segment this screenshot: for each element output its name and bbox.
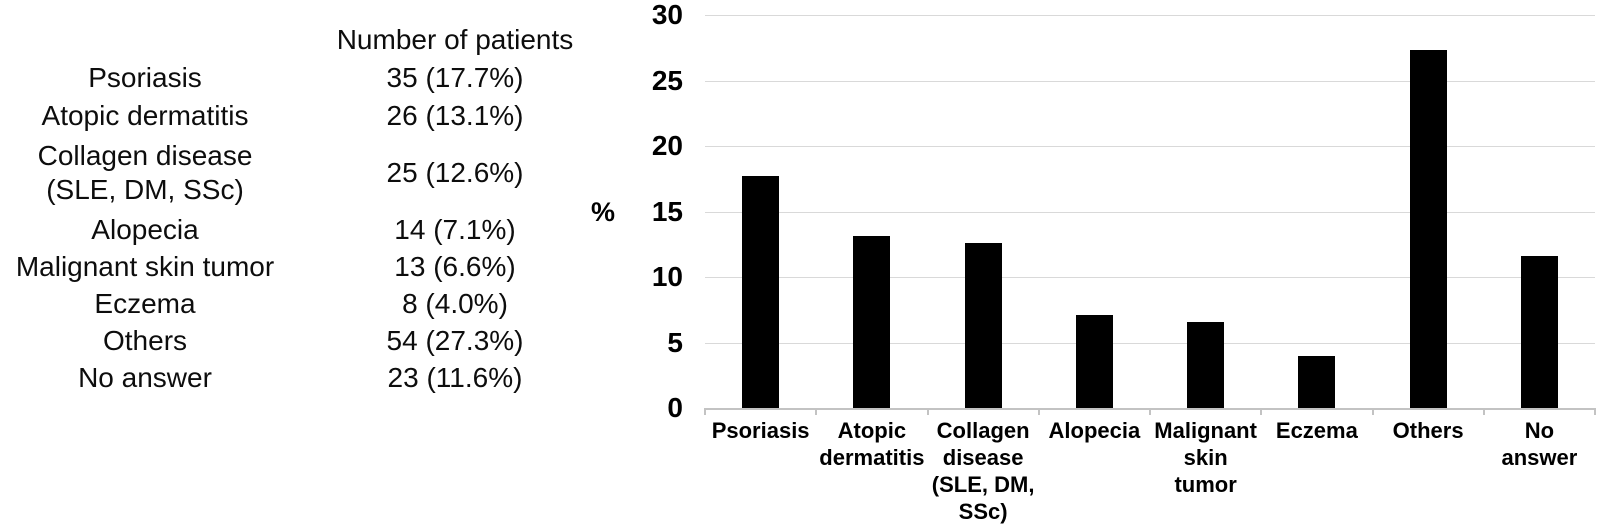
row-label: Psoriasis [88, 62, 202, 94]
y-axis-tick-label: 15 [651, 195, 683, 227]
row-label: Malignant skin tumor [15, 250, 275, 282]
x-category-label: Atopic dermatitis [819, 418, 925, 470]
bar-atopic [853, 236, 891, 408]
row-label: Alopecia [91, 213, 199, 245]
table-header-row: Number of patients [0, 21, 620, 59]
x-axis-tick [1371, 408, 1374, 415]
patient-count-table: Number of patients Psoriasis 35 (17.7%) Ato… [0, 21, 620, 397]
row-label: Collagen disease (SLE, DM, SSc) [37, 140, 253, 205]
gridline-20 [705, 146, 1595, 147]
row-value: 54 (27.3%) [386, 324, 524, 356]
x-axis-tick [926, 408, 929, 415]
x-axis-tick [1594, 408, 1596, 415]
table-row: Others 54 (27.3%) [0, 322, 620, 359]
bar-no [1520, 256, 1558, 408]
row-label [0, 21, 290, 59]
x-category-label: Alopecia [1048, 418, 1141, 443]
row-value: 23 (11.6%) [387, 362, 523, 394]
y-axis-tick-label: 5 [667, 326, 683, 358]
bar-psoriasis [742, 176, 780, 408]
bar-collagen [964, 242, 1002, 408]
table-row: Malignant skin tumor 13 (6.6%) [0, 248, 620, 285]
y-axis-title: % [590, 197, 615, 227]
table-row: Atopic dermatitis 26 (13.1%) [0, 97, 620, 135]
row-value: 8 (4.0%) [402, 287, 508, 319]
table-row: Psoriasis 35 (17.7%) [0, 59, 620, 97]
row-label: No answer [78, 362, 212, 394]
y-axis-tick-label: 10 [651, 261, 683, 292]
x-category-label: No answer [1501, 418, 1578, 470]
x-category-label: Psoriasis [711, 418, 810, 443]
gridline-30 [705, 15, 1595, 16]
row-label: Atopic dermatitis [41, 100, 249, 132]
table-row: Collagen disease (SLE, DM, SSc) 25 (12.6%… [0, 135, 620, 211]
bar-alopecia [1075, 315, 1113, 408]
table-row: Alopecia 14 (7.1%) [0, 211, 620, 248]
row-label: Others [102, 324, 188, 356]
y-axis-tick-label: 30 [651, 0, 683, 30]
row-value: 25 (12.6%) [386, 157, 524, 189]
gridline-10 [705, 277, 1595, 278]
bar-chart-plot-area [704, 15, 1596, 415]
x-axis-tick [1482, 408, 1485, 415]
bar-eczema [1298, 355, 1336, 408]
x-axis-tick [704, 408, 706, 415]
table-header: Number of patients [336, 24, 574, 56]
table-row: Eczema 8 (4.0%) [0, 285, 620, 322]
row-value: 14 (7.1%) [394, 213, 516, 245]
y-axis-tick-label: 0 [667, 392, 683, 423]
x-category-label: Others [1392, 418, 1464, 443]
bar-malignant [1187, 321, 1225, 408]
bar-others [1409, 50, 1447, 408]
row-label: Eczema [94, 287, 196, 319]
row-value: 35 (17.7%) [386, 62, 524, 94]
x-category-label: Collagen disease (SLE, DM, SSc) [931, 418, 1035, 524]
x-category-label: Malignant skin tumor [1154, 418, 1257, 497]
y-axis-tick-label: 20 [651, 130, 683, 161]
gridline-5 [705, 342, 1595, 344]
x-axis-tick [1149, 408, 1151, 415]
x-category-label: Eczema [1275, 418, 1358, 443]
x-axis-tick [1260, 408, 1263, 415]
row-value: 26 (13.1%) [386, 100, 524, 132]
gridline-15 [705, 211, 1595, 213]
row-value: 13 (6.6%) [394, 250, 516, 282]
x-axis-tick [1037, 408, 1040, 415]
gridline-25 [705, 80, 1595, 82]
table-row: No answer 23 (11.6%) [0, 359, 620, 397]
y-axis-tick-label: 25 [651, 64, 683, 96]
x-axis-tick [815, 408, 818, 415]
